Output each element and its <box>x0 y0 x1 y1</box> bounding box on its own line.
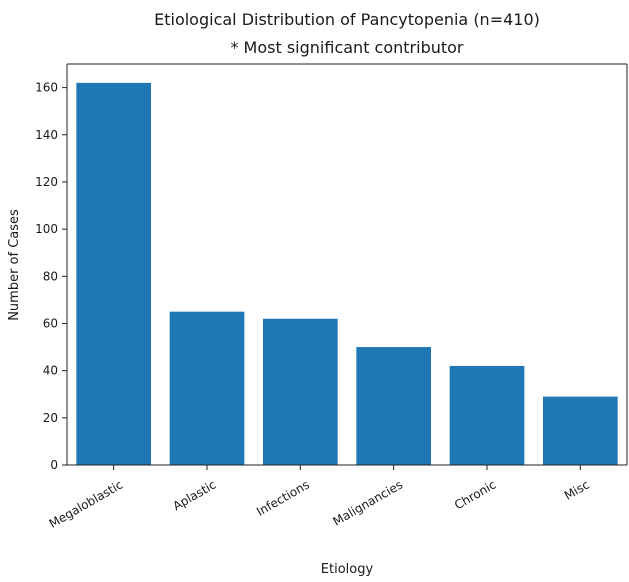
x-tick-label: Malignancies <box>331 477 406 528</box>
y-axis-label: Number of Cases <box>7 209 22 321</box>
y-tick-label: 140 <box>35 128 58 142</box>
x-tick-label: Misc <box>562 477 592 502</box>
bar-infections <box>263 318 338 465</box>
x-tick-label: Megaloblastic <box>47 477 126 530</box>
y-tick-label: 60 <box>43 316 58 330</box>
y-tick-label: 120 <box>35 175 58 189</box>
y-tick-label: 80 <box>43 269 58 283</box>
y-ticks-group: 0 20 40 60 80 100 120 140 160 <box>35 81 67 472</box>
bar-megaloblastic <box>76 82 151 465</box>
x-tick-label: Chronic <box>452 477 498 512</box>
bar-chronic <box>449 365 525 465</box>
y-tick-label: 100 <box>35 222 58 236</box>
chart-subtitle: * Most significant contributor <box>230 38 463 57</box>
bars-group <box>76 82 618 465</box>
bar-misc <box>543 396 618 465</box>
y-tick-label: 20 <box>43 411 58 425</box>
y-tick-label: 40 <box>43 364 58 378</box>
x-ticks-group: Megaloblastic Aplastic Infections Malignanc… <box>47 465 592 531</box>
bar-aplastic <box>169 311 245 465</box>
x-axis-label: Etiology <box>321 562 374 577</box>
y-tick-label: 0 <box>50 458 58 472</box>
x-tick-label: Infections <box>254 477 312 518</box>
x-tick-label: Aplastic <box>170 477 218 513</box>
chart-title: Etiological Distribution of Pancytopenia… <box>154 10 540 29</box>
plot-frame <box>66 63 628 466</box>
y-tick-label: 160 <box>35 81 58 95</box>
bar-malignancies <box>356 347 431 465</box>
